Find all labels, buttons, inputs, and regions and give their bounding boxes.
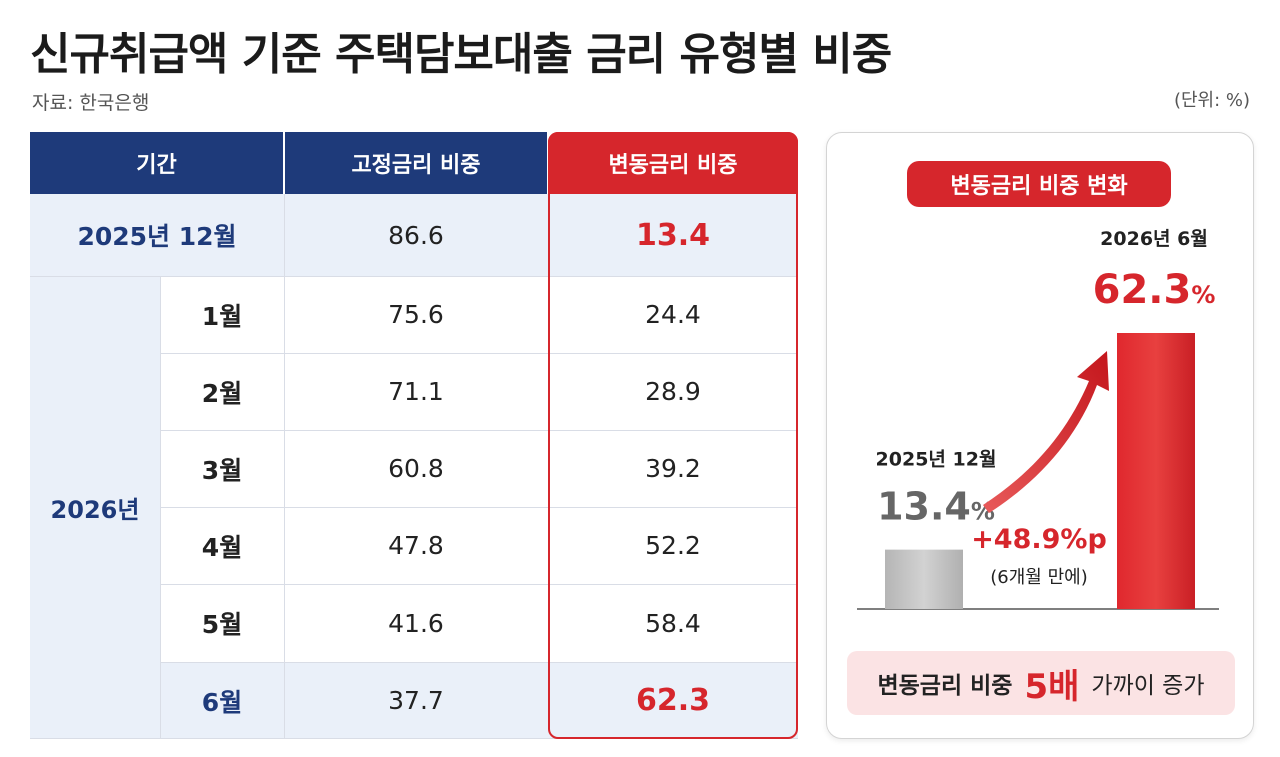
fixed-6: 37.7 [388,686,444,715]
increase-label: +48.9%p [971,524,1107,555]
category-label-0: 2025년 12월 [876,449,997,471]
fixed-3: 60.8 [388,454,444,483]
summary-highlight: 5배 [1024,666,1080,707]
fixed-4: 47.8 [388,531,444,560]
fixed-2025-12: 86.6 [388,220,444,250]
period-2025-12: 2025년 12월 [77,222,237,251]
rate-table: 기간 고정금리 비중 변동금리 비중 2025년 12월 86.6 13.4 2… [30,132,798,739]
variable-2: 28.9 [645,377,701,406]
value-label-1: 62.3% [1093,267,1216,313]
value-label-0: 13.4% [877,485,995,529]
bar-0 [885,549,963,609]
month-2: 2월 [201,378,243,408]
first-row-bg [30,194,798,276]
header-fixed: 고정금리 비중 [285,132,547,194]
category-label-1: 2026년 6월 [1100,228,1208,250]
month-3: 3월 [201,455,243,485]
month-5: 5월 [201,610,243,639]
month-6: 6월 [201,687,243,717]
fixed-1: 75.6 [388,300,444,329]
page-title: 신규취급액 기준 주택담보대출 금리 유형별 비중 [30,29,892,80]
last-row-bg [160,662,798,739]
summary-prefix: 변동금리 비중 [877,673,1013,699]
month-1: 1월 [201,301,243,331]
year-cell-bg [30,276,160,739]
variable-3: 39.2 [645,454,701,483]
bar-1 [1117,333,1195,609]
fixed-5: 41.6 [388,608,444,638]
year-2026: 2026년 [50,496,140,524]
chart-badge: 변동금리 비중 변화 [907,161,1171,207]
bar-chart: 2025년 12월 13.4% 2026년 6월 62.3% +48.9%p (6개월 만… [857,228,1219,610]
header-variable: 변동금리 비중 [548,132,798,194]
variable-5: 58.4 [645,608,701,638]
variable-1: 24.4 [645,300,701,329]
source-note: 자료: 한국은행 [32,92,150,114]
month-4: 4월 [201,532,243,562]
header-period: 기간 [30,132,283,194]
fixed-2: 71.1 [388,377,444,406]
summary-suffix: 가까이 증가 [1091,673,1205,699]
increase-note: (6개월 만에) [990,567,1087,588]
variable-2025-12: 13.4 [635,217,711,253]
variable-4: 52.2 [645,531,701,560]
variable-6: 62.3 [635,683,711,718]
unit-note: (단위: %) [1173,90,1250,111]
summary-box: 변동금리 비중 5배 가까이 증가 [847,651,1235,715]
change-chart-card: 변동금리 비중 변화 2025년 12월 13.4% 2026년 6월 62.3% +4… [826,132,1254,739]
increase-arrow [983,351,1109,513]
